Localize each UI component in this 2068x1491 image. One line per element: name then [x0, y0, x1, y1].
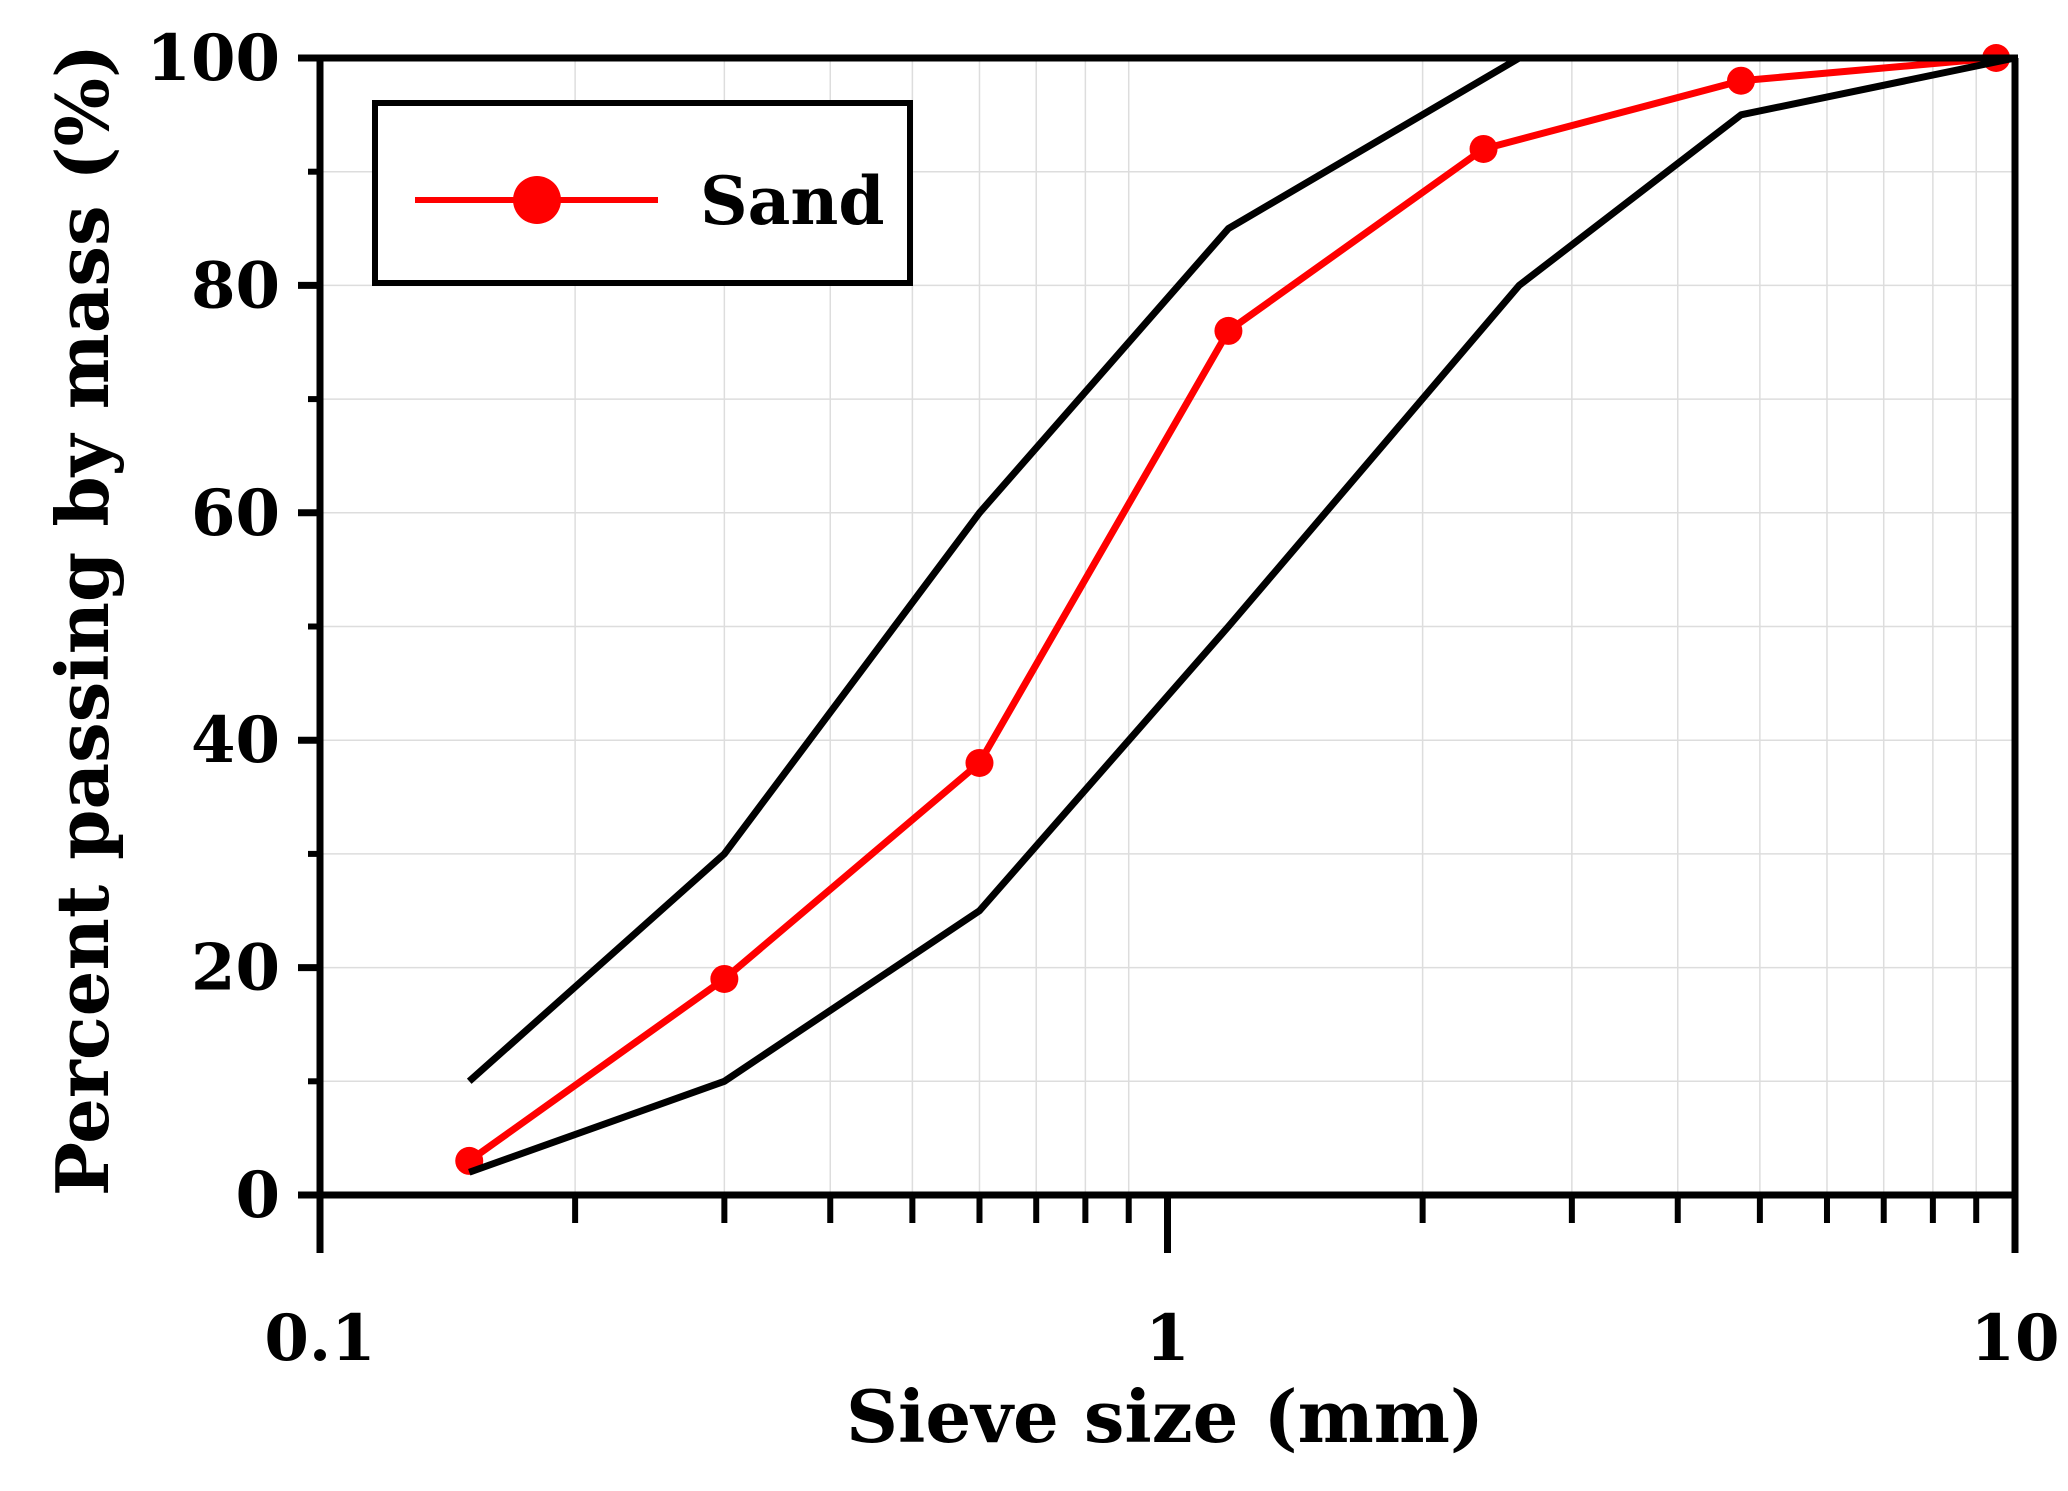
x-tick-label: 10	[1970, 1301, 2059, 1376]
legend: Sand	[372, 100, 913, 286]
axes: 0 20 40 60 80 100 0.1 1 10	[146, 21, 2059, 1376]
y-tick-label: 40	[191, 703, 280, 778]
data-point-sand	[965, 748, 994, 777]
data-point-sand	[1726, 66, 1755, 95]
data-point-sand	[1469, 134, 1498, 163]
y-tick-label: 0	[235, 1158, 280, 1233]
series-line-lower-limit	[468, 54, 2016, 1176]
grid-lines	[320, 58, 2015, 1195]
series-layer	[455, 44, 2016, 1176]
legend-marker-sand	[513, 176, 561, 224]
series-line-upper-limit	[466, 54, 1521, 1084]
y-axis-title: Percent passing by mass (%)	[40, 44, 125, 1196]
y-tick-label: 80	[191, 248, 280, 323]
data-point-sand	[1214, 316, 1243, 345]
y-tick-label: 60	[191, 476, 280, 551]
legend-label-sand: Sand	[700, 162, 885, 240]
legend-box	[372, 100, 913, 286]
y-tick-label: 20	[191, 931, 280, 1006]
data-point-sand	[710, 964, 739, 993]
y-tick-label: 100	[146, 21, 280, 96]
x-axis-title: Sieve size (mm)	[846, 1374, 1484, 1459]
x-tick-label: 0.1	[264, 1301, 375, 1376]
x-tick-label: 1	[1145, 1301, 1190, 1376]
